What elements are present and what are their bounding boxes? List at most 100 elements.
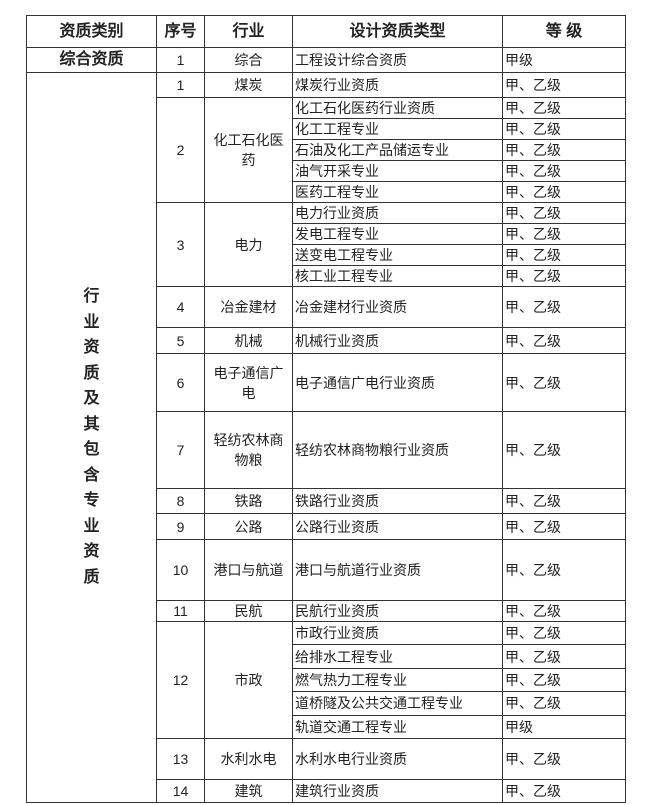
no-cell: 8 xyxy=(156,488,205,514)
grade-cell: 甲、乙级 xyxy=(502,411,626,489)
table-row: 7 轻纺农林商物粮 轻纺农林商物粮行业资质 甲、乙级 xyxy=(27,411,626,489)
type-cell: 化工石化医药行业资质 xyxy=(292,97,503,119)
type-cell: 工程设计综合资质 xyxy=(292,47,503,73)
table-row: 14 建筑 建筑行业资质 甲、乙级 xyxy=(27,778,626,803)
type-cell: 轻纺农林商物粮行业资质 xyxy=(292,411,503,489)
category-char: 质 xyxy=(83,364,100,382)
header-category: 资质类别 xyxy=(26,15,157,48)
table-row: 12 市政 市政行业资质 甲、乙级 xyxy=(27,620,626,739)
type-cell: 油气开采专业 xyxy=(292,160,503,182)
industry-cell: 电子通信广电 xyxy=(204,353,293,412)
table-row: 3 电力 电力行业资质 甲、乙级 xyxy=(27,202,626,287)
table-row: 化工工程专业 甲、乙级 xyxy=(27,118,626,140)
grade-cell: 甲、乙级 xyxy=(502,286,626,328)
header-industry: 行业 xyxy=(204,15,293,48)
type-cell: 煤炭行业资质 xyxy=(292,72,503,98)
table-row: 13 水利水电 水利水电行业资质 甲、乙级 xyxy=(27,737,626,780)
header-grade: 等 级 xyxy=(502,15,626,48)
category-char: 资 xyxy=(83,543,100,561)
table-row: 6 电子通信广电 电子通信广电行业资质 甲、乙级 xyxy=(27,353,626,412)
table-row: 4 冶金建材 冶金建材行业资质 甲、乙级 xyxy=(27,286,626,328)
no-cell: 10 xyxy=(156,539,205,601)
type-cell: 轨道交通工程专业 xyxy=(292,714,503,739)
table-row: 给排水工程专业 甲、乙级 xyxy=(27,644,626,669)
industry-cell: 机械 xyxy=(204,327,293,354)
industry-cell: 市政 xyxy=(204,621,293,739)
grade-cell: 甲、乙级 xyxy=(502,118,626,140)
grade-cell: 甲、乙级 xyxy=(502,353,626,412)
table-row: 11 民航 民航行业资质 甲、乙级 xyxy=(27,600,626,622)
grade-cell: 甲、乙级 xyxy=(502,265,626,287)
no-cell: 4 xyxy=(156,286,205,328)
type-cell: 医药工程专业 xyxy=(292,181,503,203)
type-cell: 燃气热力工程专业 xyxy=(292,667,503,693)
table-row: 行业资质及其包含专业资质 1 煤炭 煤炭行业资质 甲、乙级 xyxy=(26,72,626,803)
category-char: 专 xyxy=(83,492,100,510)
category-char: 其 xyxy=(83,415,100,433)
type-cell: 送变电工程专业 xyxy=(292,244,503,266)
qualification-table: 资质类别 序号 行业 设计资质类型 等 级 综合资质 1 综合 工程设计综合资质… xyxy=(26,15,626,803)
industry-cell: 电力 xyxy=(204,202,293,287)
industry-cell: 港口与航道 xyxy=(204,539,293,601)
no-cell: 2 xyxy=(156,97,205,203)
table-row: 送变电工程专业 甲、乙级 xyxy=(27,244,626,266)
type-cell: 道桥隧及公共交通工程专业 xyxy=(292,691,503,716)
category-char: 业 xyxy=(83,517,100,535)
category-char: 及 xyxy=(83,390,100,408)
grade-cell: 甲、乙级 xyxy=(502,327,626,354)
grade-cell: 甲级 xyxy=(502,47,626,73)
category-cell: 综合资质 xyxy=(26,47,157,73)
no-cell: 1 xyxy=(156,72,205,98)
type-cell: 铁路行业资质 xyxy=(292,488,503,514)
type-cell: 港口与航道行业资质 xyxy=(292,539,503,601)
table-row: 燃气热力工程专业 甲、乙级 xyxy=(27,667,626,693)
type-cell: 核工业工程专业 xyxy=(292,265,503,287)
industry-cell: 公路 xyxy=(204,513,293,540)
category-char: 包 xyxy=(83,441,100,459)
grade-cell: 甲、乙级 xyxy=(502,181,626,203)
grade-cell: 甲、乙级 xyxy=(502,223,626,245)
industry-cell: 冶金建材 xyxy=(204,286,293,328)
no-cell: 3 xyxy=(156,202,205,287)
no-cell: 5 xyxy=(156,327,205,354)
grade-cell: 甲、乙级 xyxy=(502,139,626,161)
header-row: 资质类别 序号 行业 设计资质类型 等 级 xyxy=(26,15,626,48)
category-char: 质 xyxy=(83,568,100,586)
grade-cell: 甲、乙级 xyxy=(502,620,626,646)
table-row: 道桥隧及公共交通工程专业 甲、乙级 xyxy=(27,691,626,716)
header-type: 设计资质类型 xyxy=(292,15,503,48)
no-cell: 14 xyxy=(156,778,205,803)
grade-cell: 甲、乙级 xyxy=(502,160,626,182)
type-cell: 公路行业资质 xyxy=(292,513,503,540)
category-char: 行 xyxy=(83,288,100,306)
no-cell: 13 xyxy=(156,737,205,780)
type-cell: 给排水工程专业 xyxy=(292,644,503,669)
comprehensive-row: 综合资质 1 综合 工程设计综合资质 甲级 xyxy=(26,47,626,73)
grade-cell: 甲级 xyxy=(502,714,626,739)
industry-cell: 民航 xyxy=(204,600,293,622)
no-cell: 7 xyxy=(156,411,205,489)
grade-cell: 甲、乙级 xyxy=(502,778,626,803)
category-char: 资 xyxy=(83,339,100,357)
type-cell: 民航行业资质 xyxy=(292,600,503,622)
type-cell: 冶金建材行业资质 xyxy=(292,286,503,328)
table-row: 发电工程专业 甲、乙级 xyxy=(27,223,626,245)
type-cell: 电力行业资质 xyxy=(292,202,503,224)
industry-cell: 铁路 xyxy=(204,488,293,514)
table-row: 5 机械 机械行业资质 甲、乙级 xyxy=(27,327,626,354)
category-char: 含 xyxy=(83,466,100,484)
grade-cell: 甲、乙级 xyxy=(502,644,626,669)
type-cell: 水利水电行业资质 xyxy=(292,737,503,780)
no-cell: 12 xyxy=(156,621,205,739)
industry-cell: 综合 xyxy=(204,47,293,73)
grade-cell: 甲、乙级 xyxy=(502,737,626,780)
industry-cell: 水利水电 xyxy=(204,737,293,780)
grade-cell: 甲、乙级 xyxy=(502,667,626,693)
grade-cell: 甲、乙级 xyxy=(502,488,626,514)
type-cell: 石油及化工产品储运专业 xyxy=(292,139,503,161)
industry-cell: 轻纺农林商物粮 xyxy=(204,411,293,489)
grade-cell: 甲、乙级 xyxy=(502,202,626,224)
category-char: 业 xyxy=(83,313,100,331)
table-row: 轨道交通工程专业 甲级 xyxy=(27,714,626,739)
grade-cell: 甲、乙级 xyxy=(502,244,626,266)
